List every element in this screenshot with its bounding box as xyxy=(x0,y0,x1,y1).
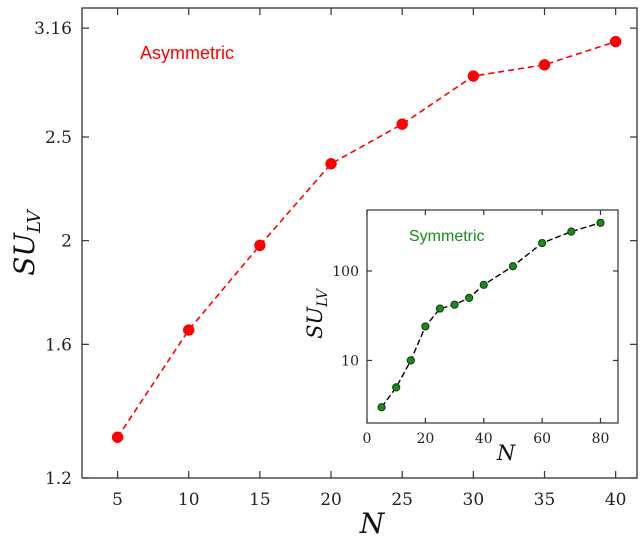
inset-data-point xyxy=(377,403,386,412)
inset-series-line xyxy=(381,222,601,408)
inset-y-axis-label-subscript: LV xyxy=(315,287,331,308)
inset-x-axis-label: N xyxy=(496,441,516,465)
main-data-point xyxy=(325,158,337,170)
inset-plot-frame xyxy=(366,209,619,424)
main-x-tick-label: 40 xyxy=(605,490,627,510)
main-y-tick-label: 1.6 xyxy=(45,335,72,355)
inset-x-tick-label: 80 xyxy=(592,431,610,447)
main-x-tick-label: 30 xyxy=(463,490,485,510)
main-data-point xyxy=(254,239,266,252)
main-x-axis-label: N xyxy=(359,507,386,540)
inset-data-point xyxy=(435,304,445,313)
inset-data-point xyxy=(406,356,415,365)
inset-data-point xyxy=(567,227,576,236)
main-y-tick-label: 2 xyxy=(61,232,72,252)
main-series-points xyxy=(111,35,622,444)
main-y-axis-label: SULV xyxy=(8,208,45,276)
inset-data-point xyxy=(465,293,474,303)
inset-data-point xyxy=(508,262,518,271)
inset-x-tick-label: 20 xyxy=(416,431,434,447)
inset-x-tick-label: 60 xyxy=(533,431,551,447)
inset-series-points xyxy=(377,218,605,412)
inset-y-tick-label: 10 xyxy=(341,353,359,369)
main-x-tick-label: 10 xyxy=(178,490,200,510)
main-x-tick-label: 25 xyxy=(391,490,413,510)
main-data-point xyxy=(396,118,408,130)
main-data-point xyxy=(609,35,622,48)
inset-annotation: Symmetric xyxy=(409,228,485,245)
main-annotation: Asymmetric xyxy=(140,43,234,63)
main-x-tick-label: 5 xyxy=(112,490,123,510)
main-data-point xyxy=(467,70,480,82)
main-y-tick-label: 3.16 xyxy=(34,19,72,39)
inset-x-tick-label: 0 xyxy=(363,431,372,447)
main-x-tick-label: 35 xyxy=(534,490,556,510)
main-y-tick-label: 1.2 xyxy=(45,469,72,489)
main-data-point xyxy=(111,431,124,444)
main-y-axis-label-base: SU xyxy=(8,232,41,276)
inset-y-axis-label: SULV xyxy=(303,287,331,339)
main-x-tick-label: 20 xyxy=(320,490,342,510)
inset-y-tick-label: 100 xyxy=(332,264,359,280)
inset-data-point xyxy=(479,280,488,289)
inset-data-point xyxy=(538,238,547,248)
inset-data-point xyxy=(421,322,430,331)
inset-y-axis-label-base: SU xyxy=(303,306,327,339)
main-y-axis-label-subscript: LV xyxy=(24,208,45,234)
main-data-point xyxy=(182,324,195,336)
main-x-ticks: 5 10 15 20 25 30 35 40 xyxy=(112,8,626,510)
main-data-point xyxy=(538,59,551,71)
inset-data-point xyxy=(392,383,401,392)
main-y-tick-label: 2.5 xyxy=(45,128,72,148)
inset-x-tick-label: 40 xyxy=(475,431,493,447)
main-x-tick-label: 15 xyxy=(249,490,271,510)
inset-data-point xyxy=(450,300,459,309)
inset-chart: 10 100 0 20 40 60 80 Symmetric N SULV xyxy=(303,209,619,465)
main-y-ticks: 1.2 1.6 2 2.5 3.16 xyxy=(34,19,637,489)
inset-data-point xyxy=(596,218,605,227)
inset-x-ticks: 0 20 40 60 80 xyxy=(363,210,610,447)
main-series-line xyxy=(116,40,616,438)
inset-y-ticks: 10 100 xyxy=(332,264,618,369)
